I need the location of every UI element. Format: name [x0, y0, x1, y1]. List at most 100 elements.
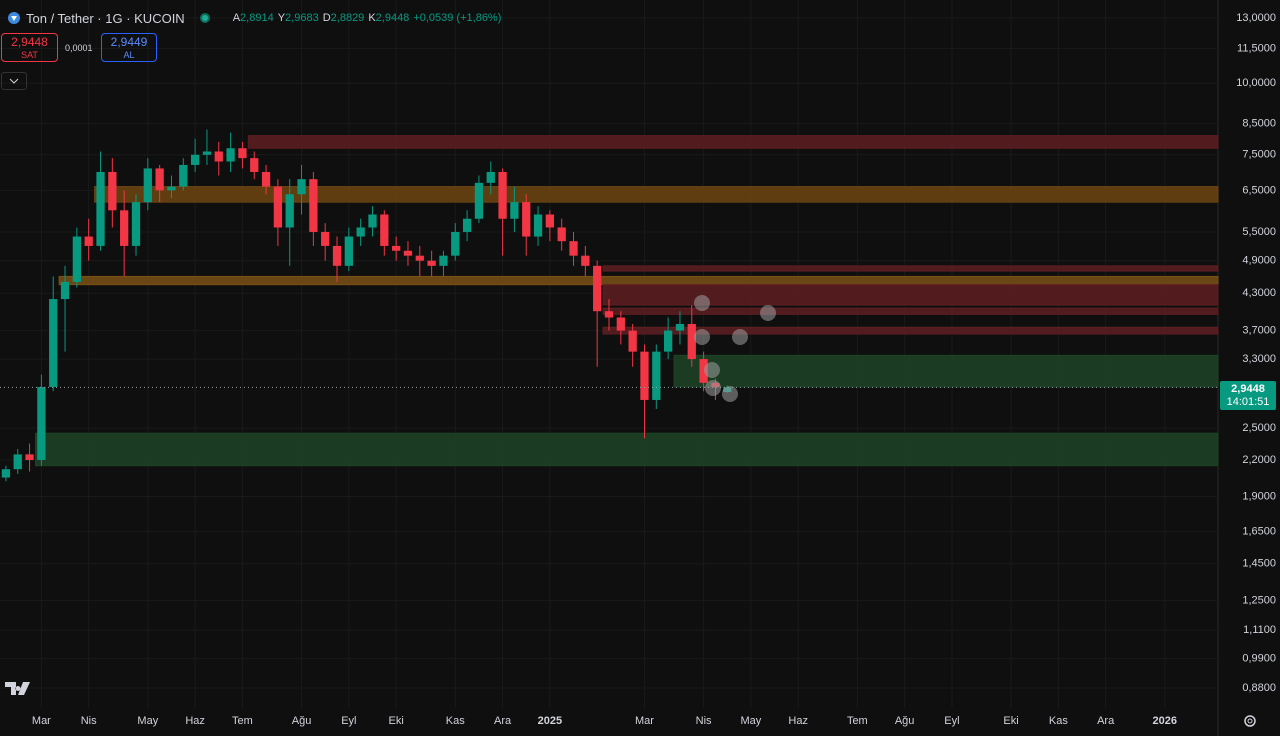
zone [247, 135, 1219, 149]
buy-button[interactable]: 2,9449 AL [101, 33, 157, 62]
candle-body [108, 171, 117, 211]
y-tick-label: 2,2000 [1242, 454, 1276, 466]
candle-body [285, 194, 294, 228]
candle-body [96, 171, 105, 246]
x-tick-label: Eyl [944, 715, 959, 727]
candle-body [380, 214, 389, 246]
settings-icon[interactable] [1242, 713, 1258, 729]
candle-body [545, 214, 555, 228]
candle-body [616, 317, 625, 331]
x-tick-label: Haz [788, 715, 808, 727]
ohlc-value: 2,9448 [375, 12, 410, 24]
y-tick-label: 13,0000 [1236, 12, 1276, 24]
candle-body [498, 171, 507, 219]
zone [602, 326, 1219, 335]
candle-body [663, 330, 673, 352]
zone [94, 186, 1219, 203]
price-tag-time: 14:01:51 [1226, 396, 1270, 408]
candle-body [557, 227, 566, 242]
zone [34, 432, 1219, 467]
candle-body [392, 245, 401, 251]
x-tick-label: Tem [232, 715, 253, 727]
ohlc-value: 2,9683 [285, 12, 319, 24]
chevron [9, 78, 19, 84]
y-tick-label: 0,9900 [1242, 653, 1276, 665]
zone [602, 284, 1219, 306]
zone [673, 354, 1219, 388]
buy-price: 2,9449 [110, 35, 148, 49]
candle-body [462, 218, 472, 232]
marker [694, 329, 710, 345]
tv-logo [5, 682, 30, 695]
x-tick-label: Eyl [341, 715, 356, 727]
candle-body [60, 281, 70, 300]
x-tick-label: Kas [1049, 715, 1068, 727]
y-tick-label: 1,9000 [1242, 490, 1276, 502]
collapse-button[interactable] [1, 72, 27, 90]
candle-body [226, 148, 235, 162]
candle-body [13, 454, 22, 470]
sell-button[interactable]: 2,9448 SAT [1, 33, 58, 62]
candle-body [167, 186, 176, 191]
marker [704, 362, 720, 378]
symbol: Ton / Tether · 1G · KUCOIN [26, 10, 185, 26]
y-tick-label: 7,5000 [1242, 149, 1276, 161]
candle-body [273, 186, 283, 228]
candle-body [131, 202, 141, 246]
candle-body [250, 158, 259, 172]
x-tick-label: Ağu [895, 715, 915, 727]
y-tick-label: 5,5000 [1242, 226, 1276, 238]
marker [694, 295, 710, 311]
candle-body [403, 250, 413, 256]
candle-body [214, 151, 223, 162]
marker [705, 380, 721, 396]
y-tick-label: 6,5000 [1242, 184, 1276, 196]
candle-body [155, 168, 164, 191]
x-tick-label: Eki [389, 715, 404, 727]
candle-body [332, 245, 342, 266]
candle-body [356, 227, 365, 237]
candle-body [1, 469, 11, 478]
x-tick-label: May [137, 715, 158, 727]
axis-background [1218, 0, 1280, 736]
candle-body [439, 255, 448, 266]
price-tag: 2,9448 14:01:51 [1220, 381, 1276, 410]
sell-label: SAT [21, 50, 38, 60]
candle-body [179, 164, 188, 187]
candle-body [522, 202, 531, 237]
candle-body [593, 265, 602, 312]
buy-label: AL [123, 50, 135, 60]
marker [732, 329, 748, 345]
symbol-icon [8, 12, 20, 24]
ohlc-value: 2,8914 [240, 12, 274, 24]
candle-body [451, 231, 460, 256]
x-tick-label: Nis [696, 715, 712, 727]
candle-body [190, 154, 200, 165]
zone [602, 265, 1219, 272]
candle-body [628, 330, 637, 352]
x-tick-label: May [741, 715, 762, 727]
y-tick-label: 3,3000 [1242, 353, 1276, 365]
x-tick-label: Tem [847, 715, 868, 727]
candle-body [699, 359, 708, 383]
candle-body [238, 148, 247, 159]
header: Ton / Tether · 1G · KUCOIN A2,8914 Y2,968… [0, 8, 501, 28]
status-dot [199, 13, 210, 23]
candle-body [687, 323, 696, 360]
x-tick-label: Mar [32, 715, 51, 727]
y-tick-label: 8,5000 [1242, 118, 1276, 130]
x-tick-label: 2026 [1153, 715, 1177, 727]
candle-body [202, 151, 212, 155]
ohlc-value: 2,8829 [330, 12, 365, 24]
y-tick-label: 4,3000 [1242, 287, 1276, 299]
candle-body [25, 454, 34, 460]
candle-body [675, 323, 685, 331]
y-tick-label: 11,5000 [1237, 42, 1276, 54]
candle-body [427, 260, 436, 266]
candle-body [486, 171, 495, 183]
price-tag-value: 2,9448 [1231, 383, 1265, 395]
candle-body [297, 179, 306, 195]
x-tick-label: Ara [1097, 715, 1115, 727]
candle-body [415, 255, 424, 261]
ohlc-key: A [232, 12, 241, 24]
